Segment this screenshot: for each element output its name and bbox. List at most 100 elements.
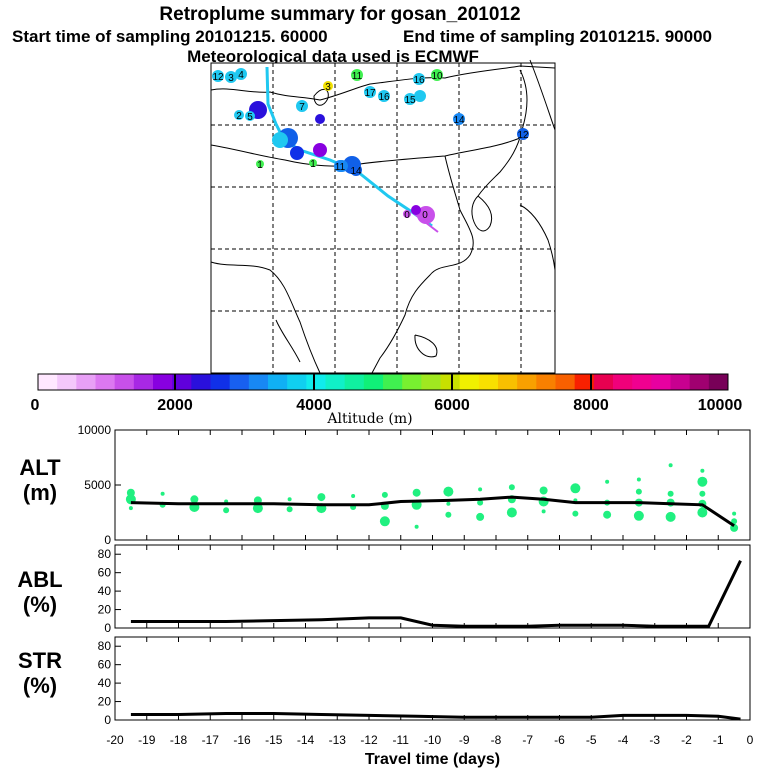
chart-panel-alt: 10000 5000 0 ALT(m) xyxy=(19,423,751,547)
time-series-panels: 1000050000ALT(m)806040200ABL(%)806040200… xyxy=(17,423,753,768)
map-marker: 14 xyxy=(350,164,362,177)
colorbar-cell xyxy=(306,374,326,390)
x-tick-label: -6 xyxy=(554,733,565,747)
svg-text:5: 5 xyxy=(247,112,253,123)
x-tick-label: -20 xyxy=(106,733,124,747)
svg-text:14: 14 xyxy=(350,166,362,177)
altitude-point xyxy=(476,512,485,521)
map-marker: 0 xyxy=(420,209,430,221)
plot-frame xyxy=(114,636,751,721)
x-tick-label: -3 xyxy=(649,733,660,747)
altitude-point xyxy=(414,524,419,529)
colorbar-cell xyxy=(287,374,307,390)
colorbar-cell xyxy=(613,374,633,390)
colorbar-cell xyxy=(344,374,365,390)
altitude-point xyxy=(412,488,421,497)
colorbar-cell xyxy=(651,374,671,390)
x-tick-label: -11 xyxy=(393,733,410,747)
panel-label: STR xyxy=(18,648,62,673)
altitude-point xyxy=(443,486,454,497)
y-tick-label: 5000 xyxy=(84,478,111,492)
map-marker: 0 xyxy=(403,210,411,221)
altitude-point xyxy=(223,507,230,514)
x-tick-label: -9 xyxy=(459,733,470,747)
altitude-point xyxy=(508,484,515,491)
svg-text:0: 0 xyxy=(404,210,410,221)
svg-text:11: 11 xyxy=(352,71,363,82)
altitude-point xyxy=(126,488,135,497)
altitude-point xyxy=(668,463,673,468)
colorbar-cell xyxy=(689,374,710,390)
altitude-point xyxy=(539,486,548,495)
colorbar-cell xyxy=(76,374,96,390)
map-marker: 1 xyxy=(256,160,264,171)
altitude-point xyxy=(128,506,133,511)
map-marker: 16 xyxy=(378,90,390,103)
met-data-label: Meteorological data used is ECMWF xyxy=(187,47,479,66)
map-marker: 3 xyxy=(323,81,333,93)
end-time-label: End time of sampling 20101215. 90000 xyxy=(403,27,712,46)
altitude-point xyxy=(699,490,706,497)
plume-cluster xyxy=(313,143,327,157)
altitude-point xyxy=(700,468,705,473)
x-tick-label: -16 xyxy=(233,733,251,747)
colorbar-cell xyxy=(478,374,499,390)
colorbar-cell xyxy=(536,374,556,390)
svg-text:16: 16 xyxy=(413,75,425,86)
svg-text:10: 10 xyxy=(431,71,443,82)
svg-text:2: 2 xyxy=(236,111,242,122)
x-tick-label: -1 xyxy=(713,733,724,747)
colorbar-cell xyxy=(363,374,384,390)
map-marker: 15 xyxy=(404,93,416,106)
colorbar-cell xyxy=(517,374,537,390)
altitude-point xyxy=(541,509,546,514)
altitude-point xyxy=(478,487,483,492)
altitude-colorbar xyxy=(37,373,729,391)
series-line xyxy=(130,495,735,527)
y-tick-label: 0 xyxy=(104,533,111,547)
plot-frame xyxy=(114,544,751,629)
map-marker: 1 xyxy=(309,159,317,170)
colorbar-cell xyxy=(670,374,691,390)
colorbar-cell xyxy=(402,374,422,390)
altitude-point xyxy=(635,488,642,495)
series-line xyxy=(130,712,741,721)
altitude-point xyxy=(381,491,388,498)
colorbar-cell xyxy=(632,374,652,390)
map-marker: 2 xyxy=(234,110,244,122)
colorbar-cell xyxy=(38,374,58,390)
altitude-point xyxy=(570,483,581,494)
panel-unit-label: (m) xyxy=(23,480,57,505)
map-marker: 11 xyxy=(334,160,346,173)
y-tick-label: 60 xyxy=(98,658,112,672)
map-coastlines xyxy=(210,59,556,374)
x-tick-label: -8 xyxy=(491,733,502,747)
plume-cluster xyxy=(414,90,426,102)
figure-title: Retroplume summary for gosan_201012 xyxy=(159,4,520,25)
chart-panel-abl: 80 60 40 20 0 ABL(%) xyxy=(17,544,751,635)
colorbar-cell xyxy=(248,374,269,390)
svg-text:11: 11 xyxy=(335,162,346,173)
colorbar-cell xyxy=(383,374,403,390)
map-marker: 14 xyxy=(453,113,465,126)
plume-cluster xyxy=(411,205,421,215)
map-marker: 3 xyxy=(225,71,237,84)
svg-text:1: 1 xyxy=(310,159,316,170)
map-marker: 5 xyxy=(245,111,255,123)
start-time-label: Start time of sampling 20101215. 60000 xyxy=(12,27,328,46)
altitude-point xyxy=(286,506,293,513)
panel-label: ABL xyxy=(17,567,62,592)
altitude-point xyxy=(477,499,484,506)
plot-frame xyxy=(114,429,751,541)
colorbar-cell xyxy=(95,374,116,390)
map-markers: 12 3 4 2 5 7 3 11 16 10 17 16 15 14 12 1… xyxy=(212,68,529,221)
colorbar-frame xyxy=(37,373,729,391)
altitude-point xyxy=(160,491,165,496)
colorbar-cell xyxy=(57,374,77,390)
altitude-point xyxy=(351,494,356,498)
colorbar-label: Altitude (m) xyxy=(326,411,412,427)
colorbar-cell xyxy=(153,374,173,390)
svg-text:3: 3 xyxy=(228,73,234,84)
panel-label: ALT xyxy=(19,455,61,480)
